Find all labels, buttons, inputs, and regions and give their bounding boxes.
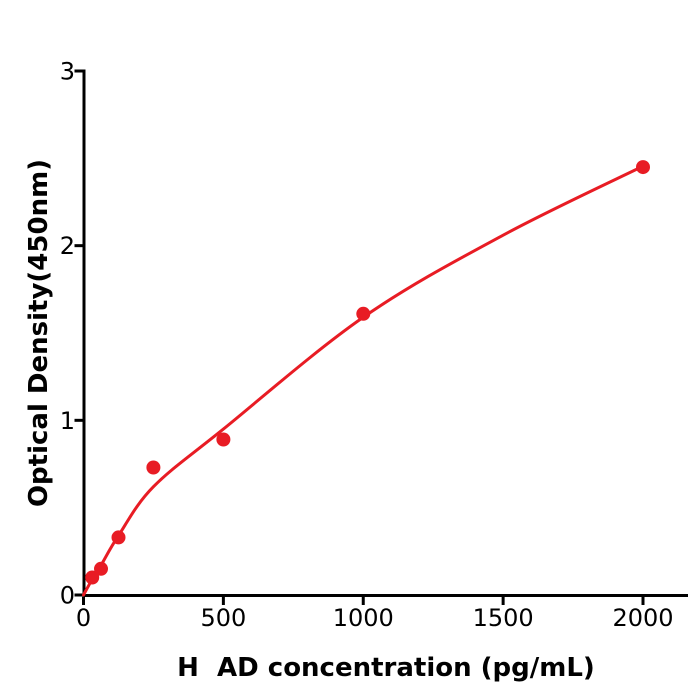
axes-layer — [82, 69, 688, 597]
y-axis-title: Optical Density(450nm) — [24, 159, 54, 507]
ticks-layer: 0 500 1000 1500 2000 0 1 2 3 — [60, 57, 674, 632]
fit-curve-path — [82, 164, 645, 597]
x-tick-label: 1000 — [333, 604, 394, 632]
x-tick-label: 0 — [76, 604, 91, 632]
x-tick-label: 1500 — [473, 604, 534, 632]
y-tick-label: 0 — [60, 582, 75, 610]
x-axis-title: H AD concentration (pg/mL) — [177, 653, 595, 683]
x-tick-label: 2000 — [612, 604, 673, 632]
data-point — [636, 160, 650, 175]
data-point — [356, 306, 371, 321]
data-point — [94, 561, 108, 576]
data-point — [146, 460, 161, 475]
y-tick-label: 1 — [60, 407, 75, 435]
series-layer — [82, 160, 650, 597]
x-tick-label: 500 — [200, 604, 246, 632]
y-tick-label: 2 — [60, 232, 75, 260]
data-point — [216, 432, 231, 447]
data-point — [111, 530, 126, 545]
data-point — [85, 570, 100, 585]
y-tick-label: 3 — [60, 57, 75, 85]
